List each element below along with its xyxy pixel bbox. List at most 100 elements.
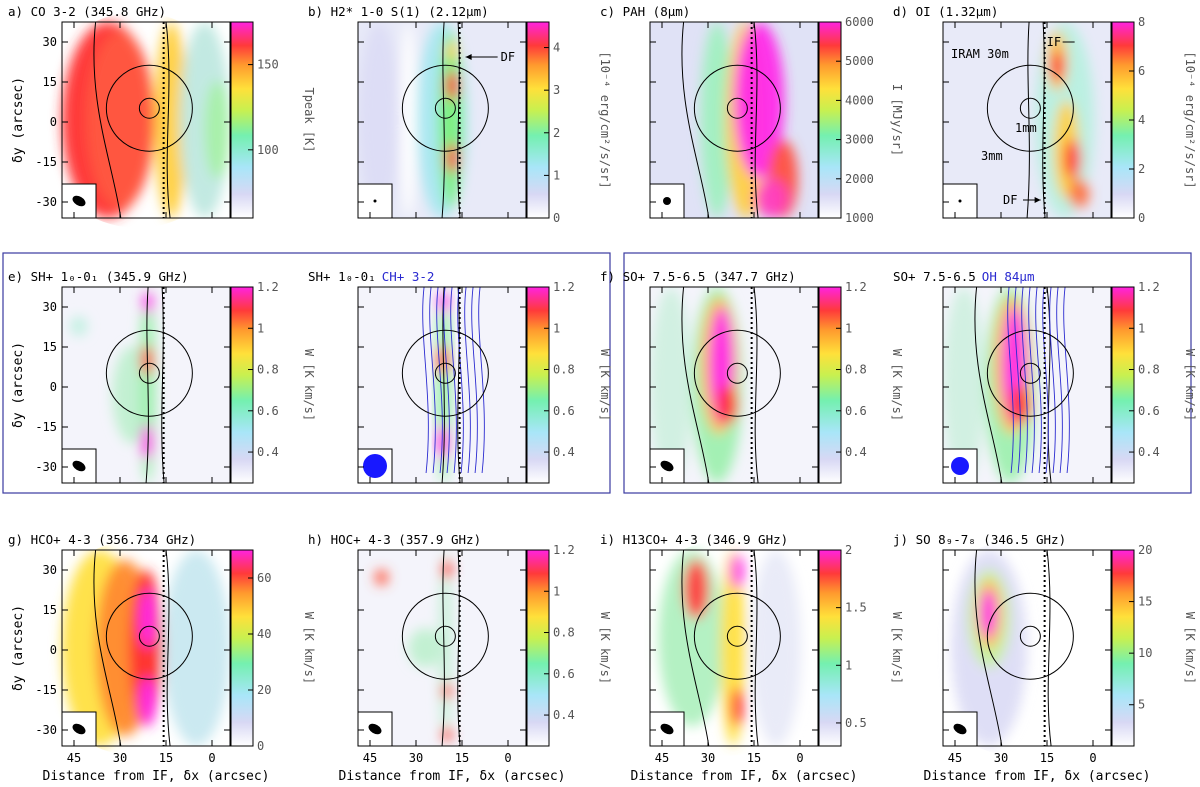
emission-blob — [442, 559, 453, 580]
beam-1mm — [1019, 625, 1041, 647]
y-tick-label: 0 — [50, 115, 57, 129]
x-tick-label: 30 — [994, 751, 1008, 765]
cbar-tick-label: 1 — [1138, 321, 1145, 335]
cbar-tick-label: 0.8 — [845, 363, 867, 377]
cbar-tick-label: 0.6 — [845, 404, 867, 418]
colorbar — [818, 21, 842, 219]
iram-label: IRAM 30m — [951, 47, 1009, 61]
emission-blob — [683, 559, 709, 619]
y-tick-label: -15 — [35, 155, 57, 169]
panel-i: 2 1.5 1 0.5 W [K km/s] 45 30 15 0 i) H13CO+ 4-3 (… — [600, 532, 904, 784]
emission-blob — [162, 550, 230, 746]
cbar-tick-label: 0.6 — [1138, 404, 1160, 418]
beam-marker — [953, 723, 967, 735]
y-tick-label: -15 — [35, 420, 57, 434]
cbar-tick-label: 15 — [1138, 595, 1152, 609]
emission-blob — [438, 550, 453, 746]
cbar-tick-label: 6000 — [845, 15, 874, 29]
cbar-tick-label: 0 — [553, 211, 560, 225]
map-frame — [942, 549, 1112, 747]
beam-marker — [660, 460, 674, 472]
panel-title: d) OI (1.32μm) — [893, 4, 998, 19]
mm3-label: 3mm — [981, 149, 1003, 163]
map-e1 — [62, 287, 230, 483]
cbar-tick-label: 1 — [257, 321, 264, 335]
beam-marker — [72, 723, 86, 735]
y-tick-label: 30 — [43, 563, 57, 577]
y-tick-label: 15 — [43, 603, 57, 617]
map-frame — [649, 21, 819, 219]
map-frame — [61, 286, 231, 484]
colorbar — [526, 549, 550, 747]
map-frame — [61, 21, 231, 219]
emission-blob — [139, 589, 157, 648]
cbar-tick-label: 0.4 — [1138, 445, 1160, 459]
cbar-tick-label: 3000 — [845, 133, 874, 147]
beam-3mm — [986, 592, 1074, 680]
cbar-label: W [K km/s] — [302, 612, 316, 684]
colorbar — [1111, 549, 1135, 747]
cbar-label: W [K km/s] — [890, 349, 904, 421]
panel-g: 60 40 20 0 W [K km/s] 30 15 0 -15 -30 45 30 15 0 g) HC… — [8, 532, 316, 784]
emission-blob — [445, 143, 459, 173]
map-d — [943, 22, 1111, 218]
y-tick-label: 0 — [50, 643, 57, 657]
y-tick-label: 0 — [50, 380, 57, 394]
colorbar — [230, 21, 254, 219]
cbar-label: [10⁻⁴ erg/cm²/s/sr] — [598, 51, 612, 188]
map-frame — [649, 286, 819, 484]
beam-marker — [368, 723, 382, 735]
contours — [681, 287, 759, 483]
x-axis-label: Distance from IF, δx (arcsec) — [924, 769, 1151, 784]
panel-title: g) HCO+ 4-3 (356.734 GHz) — [8, 532, 196, 547]
y-tick-label: -30 — [35, 723, 57, 737]
cbar-tick-label: 150 — [257, 58, 279, 72]
emission-blob — [750, 550, 802, 746]
map-f2 — [943, 287, 1111, 483]
panel-e2: 1.2 1 0.8 0.6 0.4 W [K km/s] SH+ 1₀-0₁ CH+ 3-2 — [308, 269, 612, 484]
beam-1mm — [726, 625, 748, 647]
cbar-tick-label: 1.2 — [553, 543, 575, 557]
cbar-tick-label: 0.4 — [553, 708, 575, 722]
contours — [93, 549, 171, 747]
panel-title: SO+ 7.5-6.5 OH 84μm — [893, 269, 1034, 284]
beam-3mm — [105, 64, 193, 152]
y-tick-label: 15 — [43, 340, 57, 354]
cbar-tick-label: 0.6 — [257, 404, 279, 418]
x-tick-label: 15 — [747, 751, 761, 765]
emission-blob — [140, 424, 153, 460]
x-tick-label: 45 — [363, 751, 377, 765]
cbar-tick-label: 4000 — [845, 93, 874, 107]
contours — [93, 21, 171, 219]
cbar-tick-label: 6 — [1138, 64, 1145, 78]
beam-1mm — [434, 362, 456, 384]
x-tick-label: 45 — [948, 751, 962, 765]
emission-blob — [700, 22, 734, 218]
map-frame — [357, 21, 527, 219]
cbar-tick-label: 1000 — [845, 211, 874, 225]
cbar-tick-label: 1 — [845, 658, 852, 672]
beam-3mm — [401, 329, 489, 417]
beam-1mm — [726, 97, 748, 119]
cbar-label: I [MJy/sr] — [890, 84, 904, 156]
cbar-tick-label: 0.8 — [1138, 363, 1160, 377]
contours — [681, 22, 759, 218]
emission-blob — [70, 316, 88, 337]
cbar-tick-label: 2 — [553, 126, 560, 140]
emission-blob — [400, 22, 417, 218]
cbar-tick-label: 0.8 — [553, 363, 575, 377]
panel-title: c) PAH (8μm) — [600, 4, 690, 19]
beam-3mm — [986, 64, 1074, 152]
cbar-tick-label: 10 — [1138, 646, 1152, 660]
colorbar — [230, 286, 254, 484]
colorbar — [818, 286, 842, 484]
y-tick-label: 30 — [43, 300, 57, 314]
emission-blob — [140, 345, 153, 376]
beam-3mm — [693, 592, 781, 680]
beam-1mm — [138, 625, 160, 647]
panel-title: i) H13CO+ 4-3 (346.9 GHz) — [600, 532, 788, 547]
cbar-tick-label: 1.2 — [553, 280, 575, 294]
cbar-label: Tpeak [K] — [302, 87, 316, 152]
